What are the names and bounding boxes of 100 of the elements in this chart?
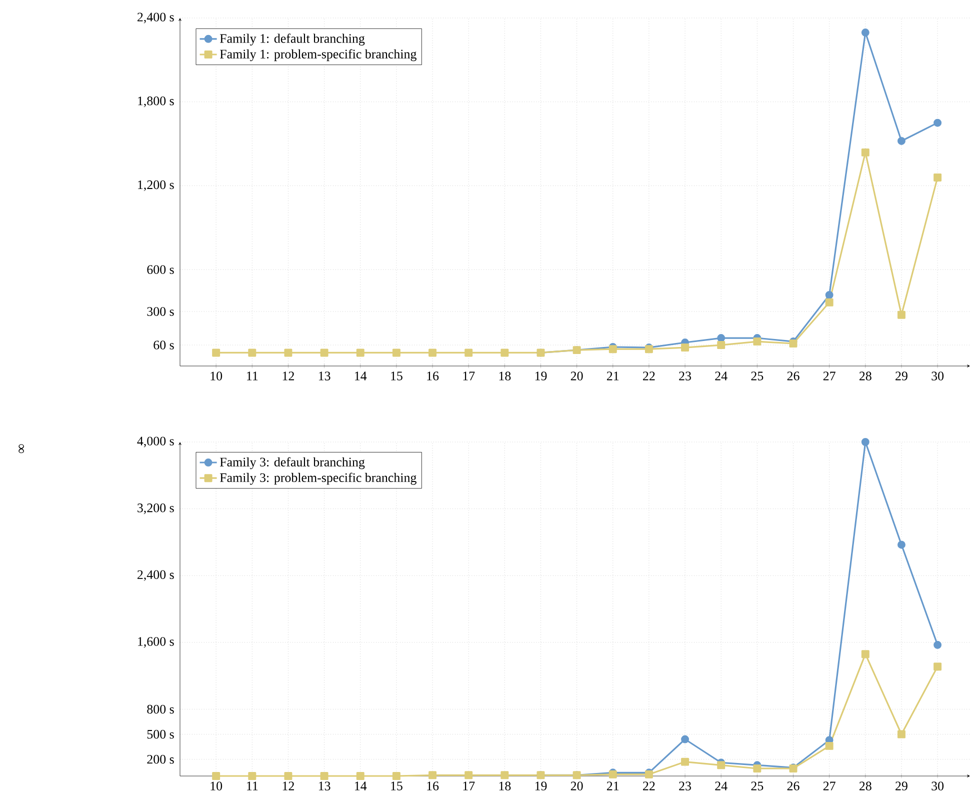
point [392, 348, 400, 357]
y-tick-label: 4,000 s [137, 436, 174, 448]
x-tick-label: 12 [282, 372, 294, 380]
x-tick-label: 10 [210, 782, 222, 790]
point [320, 772, 328, 780]
point [681, 735, 690, 744]
point [825, 742, 834, 750]
x-tick-label: 30 [932, 782, 944, 790]
x-tick-label: 29 [896, 372, 908, 380]
point [681, 758, 690, 766]
point [717, 341, 726, 350]
x-tick-label: 10 [210, 372, 222, 380]
y-tick-label: 300 s [147, 307, 174, 316]
point [861, 28, 870, 37]
x-tick-label: 27 [823, 372, 836, 380]
point [356, 348, 364, 357]
point [861, 650, 870, 658]
point [897, 540, 906, 549]
point [464, 771, 473, 780]
x-tick-label: 23 [679, 782, 691, 790]
point [428, 348, 437, 357]
x-tick-label: 29 [896, 782, 908, 790]
x-tick-label: 28 [859, 372, 872, 380]
x-tick-label: 22 [643, 782, 655, 790]
y-tick-label: 500 s [147, 730, 174, 739]
point [825, 291, 834, 299]
x-tick-label: 26 [787, 372, 800, 380]
x-tick-label: 24 [715, 372, 728, 380]
point [284, 348, 292, 357]
y-tick-label: 600 s [147, 265, 174, 274]
point [248, 348, 256, 357]
point [356, 772, 364, 780]
y-tick-label: 2,400 s [137, 570, 174, 581]
x-tick-label: 20 [570, 372, 583, 380]
legend-label: Family 3: default branching [220, 457, 365, 470]
x-tick-label: 21 [606, 372, 619, 380]
point [753, 764, 762, 772]
x-tick-label: 18 [499, 372, 511, 380]
x-tick-label: 18 [499, 782, 511, 790]
point [464, 348, 473, 357]
point [248, 772, 256, 780]
y-tick-label: 200 s [147, 754, 174, 764]
x-tick-label: 15 [391, 782, 402, 790]
x-tick-label: 13 [318, 372, 330, 380]
point [897, 310, 906, 319]
x-tick-label: 17 [463, 372, 475, 380]
x-tick-label: 25 [751, 372, 764, 380]
point [608, 345, 617, 354]
point [681, 344, 690, 352]
x-tick-label: 25 [751, 782, 764, 790]
y-tick-label: 2,400 s [138, 12, 174, 24]
point [500, 771, 509, 780]
point [212, 348, 220, 357]
x-tick-label: 23 [679, 372, 691, 380]
x-tick-label: 21 [606, 782, 619, 790]
x-tick-label: 20 [570, 782, 583, 790]
point [392, 772, 400, 780]
point [897, 136, 906, 145]
x-tick-label: 16 [427, 782, 439, 790]
x-tick-label: 19 [535, 782, 547, 790]
legend-label: Family 3: problem-specific branching [220, 472, 416, 485]
point [717, 761, 726, 770]
x-tick-label: 15 [391, 372, 402, 380]
point [897, 730, 906, 738]
point [934, 640, 942, 649]
point [861, 148, 870, 156]
x-tick-label: 11 [247, 372, 258, 380]
x-tick-label: 14 [355, 782, 367, 790]
y-tick-label: 3,200 s [138, 504, 174, 514]
x-tick-label: 22 [643, 372, 655, 380]
legend-label: Family 1: problem-specific branching [220, 49, 416, 62]
x-tick-label: 19 [535, 372, 547, 380]
x-tick-label: 24 [715, 782, 728, 790]
point [500, 348, 509, 357]
point [320, 348, 328, 357]
y-tick-label: 60 s [154, 340, 174, 350]
y-tick-label: 1,800 s [138, 96, 174, 108]
point [825, 298, 834, 306]
x-tick-label: 27 [823, 782, 836, 790]
y-tick-label: 1,200 s [138, 180, 174, 192]
x-tick-label: 17 [463, 782, 475, 790]
x-tick-label: 16 [427, 372, 439, 380]
point [934, 118, 942, 127]
point [753, 338, 762, 346]
x-tick-label: 13 [318, 782, 330, 790]
y-tick-label: 800 s [147, 704, 174, 714]
x-tick-label: 28 [859, 782, 872, 790]
y-tick-label: 1,600 s [138, 637, 174, 648]
legend-label: Family 1: default branching [220, 34, 365, 46]
point [428, 771, 437, 780]
x-tick-label: 12 [282, 782, 294, 790]
point [284, 772, 292, 780]
point [212, 772, 220, 780]
text: ∞ [18, 444, 24, 454]
point [934, 173, 942, 182]
x-tick-label: 14 [355, 372, 367, 380]
x-tick-label: 11 [247, 782, 258, 790]
point [861, 438, 870, 446]
x-tick-label: 30 [932, 372, 944, 380]
point [934, 662, 942, 671]
